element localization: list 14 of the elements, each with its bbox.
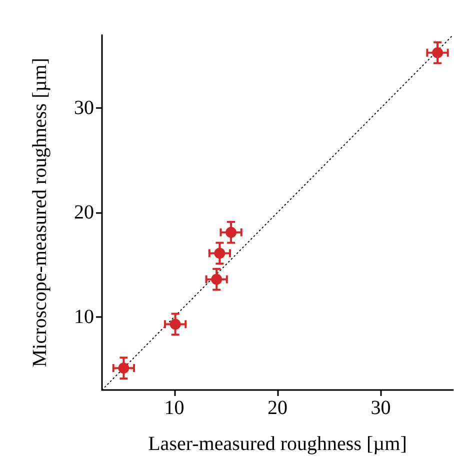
point <box>118 362 130 374</box>
x-tick-label: 20 <box>268 397 288 419</box>
x-axis-title: Laser-measured roughness [µm] <box>148 433 407 455</box>
x-tick-label: 10 <box>164 397 184 419</box>
point <box>211 274 222 285</box>
y-axis-title: Microscope-measured roughness [µm] <box>29 58 51 368</box>
y-tick-label: 10 <box>74 306 94 328</box>
point <box>432 47 444 58</box>
x-tick-label: 30 <box>370 397 391 419</box>
point <box>214 248 226 259</box>
y-tick-label: 20 <box>74 202 94 224</box>
point <box>226 226 237 238</box>
point <box>170 318 181 330</box>
y-tick-label: 30 <box>74 97 94 120</box>
